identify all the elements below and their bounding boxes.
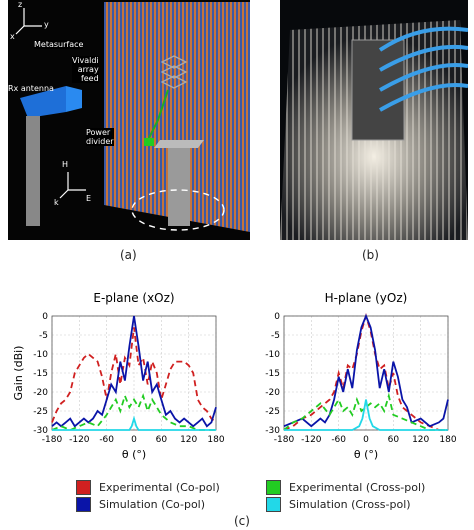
x-tick-label: 180	[207, 435, 224, 445]
series-line-1	[51, 315, 217, 428]
series-line-2	[283, 392, 448, 431]
y-tick-label: -15	[265, 369, 280, 379]
tower-post	[168, 146, 190, 226]
h-vector-label: H	[62, 160, 69, 169]
k-vector-label: k	[54, 198, 59, 207]
y-tick-label: -10	[265, 350, 280, 360]
y-tick-label: -5	[271, 331, 280, 341]
axis-y-label: y	[44, 20, 49, 29]
legend-swatch	[76, 497, 91, 512]
chart-title: H-plane (yOz)	[325, 291, 408, 305]
x-tick-label: -120	[69, 435, 90, 445]
y-tick-label: 0	[274, 312, 280, 322]
x-tick-label: -180	[274, 435, 295, 445]
legend-label: Experimental (Cross-pol)	[289, 481, 426, 494]
y-tick-label: 0	[42, 312, 48, 322]
field-vectors-icon	[59, 172, 86, 199]
legend-label: Experimental (Co-pol)	[99, 481, 220, 494]
x-tick-label: -180	[42, 435, 63, 445]
x-tick-label: 120	[180, 435, 197, 445]
legend-item-exp-cross: Experimental (Cross-pol)	[266, 480, 425, 495]
rotation-path	[131, 189, 225, 231]
rx-antenna-horn	[20, 86, 66, 118]
e-vector-label: E	[86, 194, 92, 203]
x-axis-label: θ (°)	[122, 448, 146, 461]
y-tick-label: -30	[33, 426, 48, 436]
x-tick-label: 120	[412, 435, 429, 445]
x-tick-label: -60	[99, 435, 114, 445]
series-line-0	[51, 327, 217, 424]
legend-swatch	[266, 497, 281, 512]
vivaldi-label: Vivaldi array feed	[72, 56, 99, 83]
caption-c: (c)	[234, 514, 250, 528]
x-tick-label: 0	[363, 435, 369, 445]
h-plane-chart: H-plane (yOz) -180 -120 -60 0 60 120 180 0 -5 -10 -…	[265, 291, 457, 461]
y-tick-label: -10	[33, 350, 48, 360]
series-line-3	[284, 399, 448, 431]
rx-antenna-label: Rx antenna	[8, 84, 54, 93]
x-tick-label: 60	[156, 435, 168, 445]
metasurface-panel	[104, 2, 250, 232]
figure-b-photo	[280, 0, 469, 240]
feed-block	[351, 39, 405, 141]
metasurface-label: Metasurface	[34, 40, 84, 49]
legend-item-sim-cross: Simulation (Cross-pol)	[266, 497, 411, 512]
y-tick-label: -25	[33, 407, 48, 417]
y-tick-label: -20	[33, 388, 48, 398]
axis-z-label: z	[18, 0, 23, 9]
power-divider-label: Power divider	[86, 128, 114, 146]
legend-label: Simulation (Cross-pol)	[289, 498, 411, 511]
series-line-3	[52, 415, 216, 431]
y-tick-label: -15	[33, 369, 48, 379]
caption-a: (a)	[120, 248, 137, 262]
legend-swatch	[266, 480, 281, 495]
x-tick-label: -120	[301, 435, 322, 445]
y-tick-label: -20	[265, 388, 280, 398]
x-tick-label: 60	[388, 435, 400, 445]
series-line-2	[51, 393, 216, 431]
legend-item-sim-co: Simulation (Co-pol)	[76, 497, 205, 512]
y-axis-label: Gain (dBi)	[12, 346, 25, 401]
x-tick-label: -60	[331, 435, 346, 445]
x-axis-label: θ (°)	[354, 448, 378, 461]
legend-swatch	[76, 480, 91, 495]
y-tick-label: -25	[265, 407, 280, 417]
y-tick-label: -5	[39, 331, 48, 341]
vivaldi-array-feed	[160, 55, 188, 89]
x-tick-label: 0	[131, 435, 137, 445]
x-tick-label: 180	[439, 435, 456, 445]
legend-item-exp-co: Experimental (Co-pol)	[76, 480, 220, 495]
figure-a-panel: z y x Metasurface Vivaldi array feed Rx …	[8, 0, 250, 240]
legend-label: Simulation (Co-pol)	[99, 498, 206, 511]
caption-b: (b)	[362, 248, 379, 262]
power-divider	[144, 138, 154, 146]
y-tick-label: -30	[265, 426, 280, 436]
prototype-photo	[280, 20, 469, 240]
chart-title: E-plane (xOz)	[93, 291, 174, 305]
coax-cables	[378, 26, 469, 112]
e-plane-chart: E-plane (xOz) -180 -120 -60 0 60 120 180 0 -5 -10 -…	[12, 291, 225, 461]
coordinate-axes-icon	[15, 8, 42, 35]
series-line-1	[283, 313, 449, 428]
axis-x-label: x	[10, 32, 15, 41]
rx-antenna-post	[26, 116, 40, 226]
setup-illustration	[15, 2, 250, 232]
feed-cable	[147, 89, 169, 141]
